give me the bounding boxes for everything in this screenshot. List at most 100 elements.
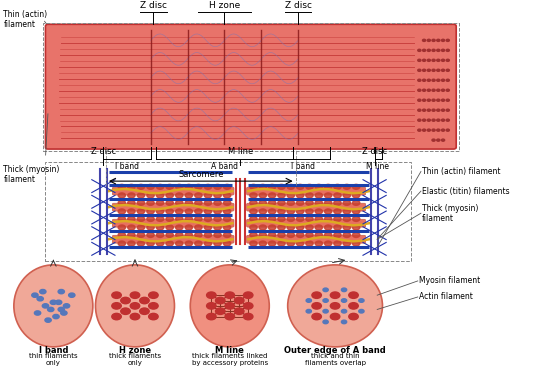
FancyBboxPatch shape [247, 203, 366, 211]
Text: M line: M line [215, 346, 244, 355]
Circle shape [138, 200, 144, 206]
Circle shape [214, 225, 221, 230]
Circle shape [352, 209, 360, 214]
Circle shape [418, 49, 421, 51]
Circle shape [306, 216, 313, 221]
Circle shape [121, 308, 130, 314]
Circle shape [446, 69, 449, 71]
Circle shape [432, 89, 435, 91]
Circle shape [138, 225, 144, 230]
Circle shape [278, 209, 285, 214]
Circle shape [195, 184, 202, 189]
Circle shape [156, 193, 164, 198]
Circle shape [334, 193, 341, 198]
Circle shape [352, 193, 360, 198]
Circle shape [156, 232, 164, 237]
Circle shape [296, 193, 304, 198]
Circle shape [140, 308, 149, 314]
Circle shape [278, 193, 285, 198]
Text: thick filaments linked
by accessory proteins: thick filaments linked by accessory prot… [192, 353, 268, 366]
Circle shape [432, 79, 435, 81]
Circle shape [118, 225, 125, 230]
Circle shape [223, 225, 231, 230]
Circle shape [130, 313, 140, 320]
Text: Z disc: Z disc [91, 147, 116, 156]
Circle shape [306, 232, 313, 237]
Circle shape [418, 119, 421, 121]
Circle shape [223, 216, 231, 221]
Circle shape [343, 209, 351, 214]
Circle shape [185, 184, 192, 189]
Circle shape [437, 129, 440, 131]
Circle shape [349, 313, 358, 320]
Circle shape [223, 184, 231, 189]
Circle shape [441, 109, 445, 111]
Circle shape [42, 304, 49, 308]
Circle shape [427, 69, 431, 71]
Circle shape [334, 216, 341, 221]
Circle shape [427, 99, 431, 101]
Circle shape [204, 241, 212, 246]
Circle shape [45, 318, 51, 322]
Circle shape [342, 299, 346, 302]
Circle shape [35, 311, 41, 315]
Circle shape [259, 200, 266, 206]
Circle shape [423, 39, 426, 41]
Ellipse shape [288, 265, 383, 347]
Circle shape [130, 303, 140, 309]
Circle shape [306, 310, 311, 313]
Circle shape [359, 310, 364, 313]
Circle shape [437, 59, 440, 61]
Circle shape [175, 200, 183, 206]
Circle shape [207, 303, 216, 309]
Circle shape [432, 139, 435, 141]
Circle shape [437, 69, 440, 71]
Text: M line: M line [366, 162, 389, 170]
Circle shape [306, 193, 313, 198]
Circle shape [315, 232, 322, 237]
Circle shape [128, 209, 135, 214]
Circle shape [112, 292, 122, 299]
Text: thick and thin
filaments overlap: thick and thin filaments overlap [304, 353, 366, 366]
Circle shape [343, 193, 351, 198]
Circle shape [250, 225, 257, 230]
Circle shape [306, 241, 313, 246]
Circle shape [441, 69, 445, 71]
Circle shape [437, 119, 440, 121]
Text: Myosin filament: Myosin filament [419, 276, 481, 286]
Circle shape [312, 303, 321, 309]
Circle shape [147, 241, 154, 246]
Circle shape [343, 200, 351, 206]
Text: Sarcomere: Sarcomere [178, 170, 223, 179]
Circle shape [269, 193, 276, 198]
Circle shape [278, 232, 285, 237]
Circle shape [278, 216, 285, 221]
Circle shape [128, 193, 135, 198]
Circle shape [352, 216, 360, 221]
Circle shape [287, 241, 295, 246]
Circle shape [149, 313, 158, 320]
Circle shape [343, 241, 351, 246]
Circle shape [118, 184, 125, 189]
Circle shape [138, 193, 144, 198]
Circle shape [446, 89, 449, 91]
Text: M line: M line [228, 147, 253, 156]
Circle shape [296, 209, 304, 214]
Circle shape [315, 241, 322, 246]
FancyBboxPatch shape [112, 219, 234, 227]
Circle shape [306, 209, 313, 214]
Bar [43, 23, 459, 151]
Circle shape [214, 209, 221, 214]
Circle shape [185, 209, 192, 214]
FancyBboxPatch shape [112, 235, 234, 243]
Circle shape [441, 89, 445, 91]
Circle shape [306, 299, 311, 302]
Text: Thick (myosin)
filament: Thick (myosin) filament [422, 204, 478, 223]
Circle shape [39, 289, 46, 294]
Circle shape [214, 241, 221, 246]
Circle shape [250, 193, 257, 198]
Circle shape [149, 292, 158, 299]
Circle shape [215, 297, 225, 304]
Circle shape [334, 184, 341, 189]
Circle shape [296, 216, 304, 221]
